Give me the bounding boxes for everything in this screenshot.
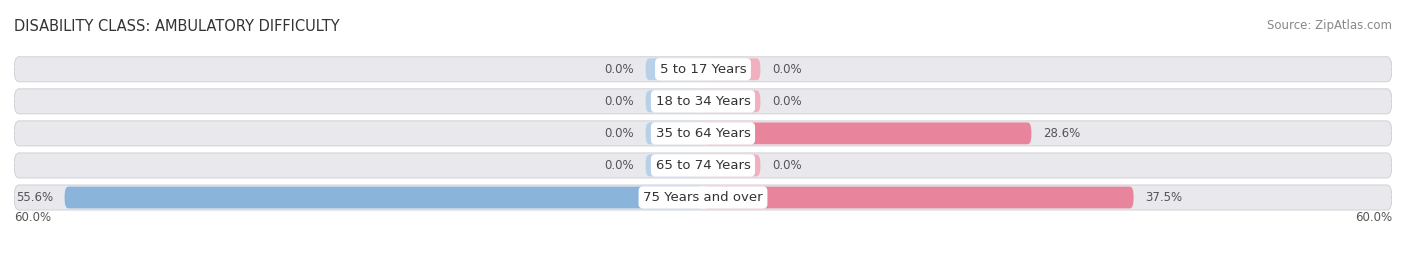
- Text: 55.6%: 55.6%: [15, 191, 53, 204]
- Text: 0.0%: 0.0%: [772, 63, 801, 76]
- FancyBboxPatch shape: [14, 89, 1392, 114]
- FancyBboxPatch shape: [645, 154, 703, 176]
- FancyBboxPatch shape: [703, 187, 1133, 208]
- Text: 18 to 34 Years: 18 to 34 Years: [655, 95, 751, 108]
- FancyBboxPatch shape: [14, 185, 1392, 210]
- Text: 75 Years and over: 75 Years and over: [643, 191, 763, 204]
- Text: 28.6%: 28.6%: [1043, 127, 1080, 140]
- Text: 0.0%: 0.0%: [605, 159, 634, 172]
- FancyBboxPatch shape: [703, 58, 761, 80]
- Text: 65 to 74 Years: 65 to 74 Years: [655, 159, 751, 172]
- FancyBboxPatch shape: [14, 121, 1392, 146]
- FancyBboxPatch shape: [14, 57, 1392, 82]
- FancyBboxPatch shape: [65, 187, 703, 208]
- FancyBboxPatch shape: [645, 122, 703, 144]
- FancyBboxPatch shape: [703, 154, 761, 176]
- FancyBboxPatch shape: [645, 58, 703, 80]
- Text: 0.0%: 0.0%: [605, 95, 634, 108]
- Text: 0.0%: 0.0%: [605, 63, 634, 76]
- FancyBboxPatch shape: [703, 90, 761, 112]
- Text: 0.0%: 0.0%: [772, 159, 801, 172]
- Text: 5 to 17 Years: 5 to 17 Years: [659, 63, 747, 76]
- Text: 35 to 64 Years: 35 to 64 Years: [655, 127, 751, 140]
- FancyBboxPatch shape: [703, 122, 1032, 144]
- Text: 0.0%: 0.0%: [605, 127, 634, 140]
- Text: 37.5%: 37.5%: [1144, 191, 1182, 204]
- Text: 60.0%: 60.0%: [1355, 211, 1392, 224]
- FancyBboxPatch shape: [14, 153, 1392, 178]
- Text: 60.0%: 60.0%: [14, 211, 51, 224]
- Text: Source: ZipAtlas.com: Source: ZipAtlas.com: [1267, 19, 1392, 32]
- Text: 0.0%: 0.0%: [772, 95, 801, 108]
- Text: DISABILITY CLASS: AMBULATORY DIFFICULTY: DISABILITY CLASS: AMBULATORY DIFFICULTY: [14, 19, 340, 34]
- FancyBboxPatch shape: [645, 90, 703, 112]
